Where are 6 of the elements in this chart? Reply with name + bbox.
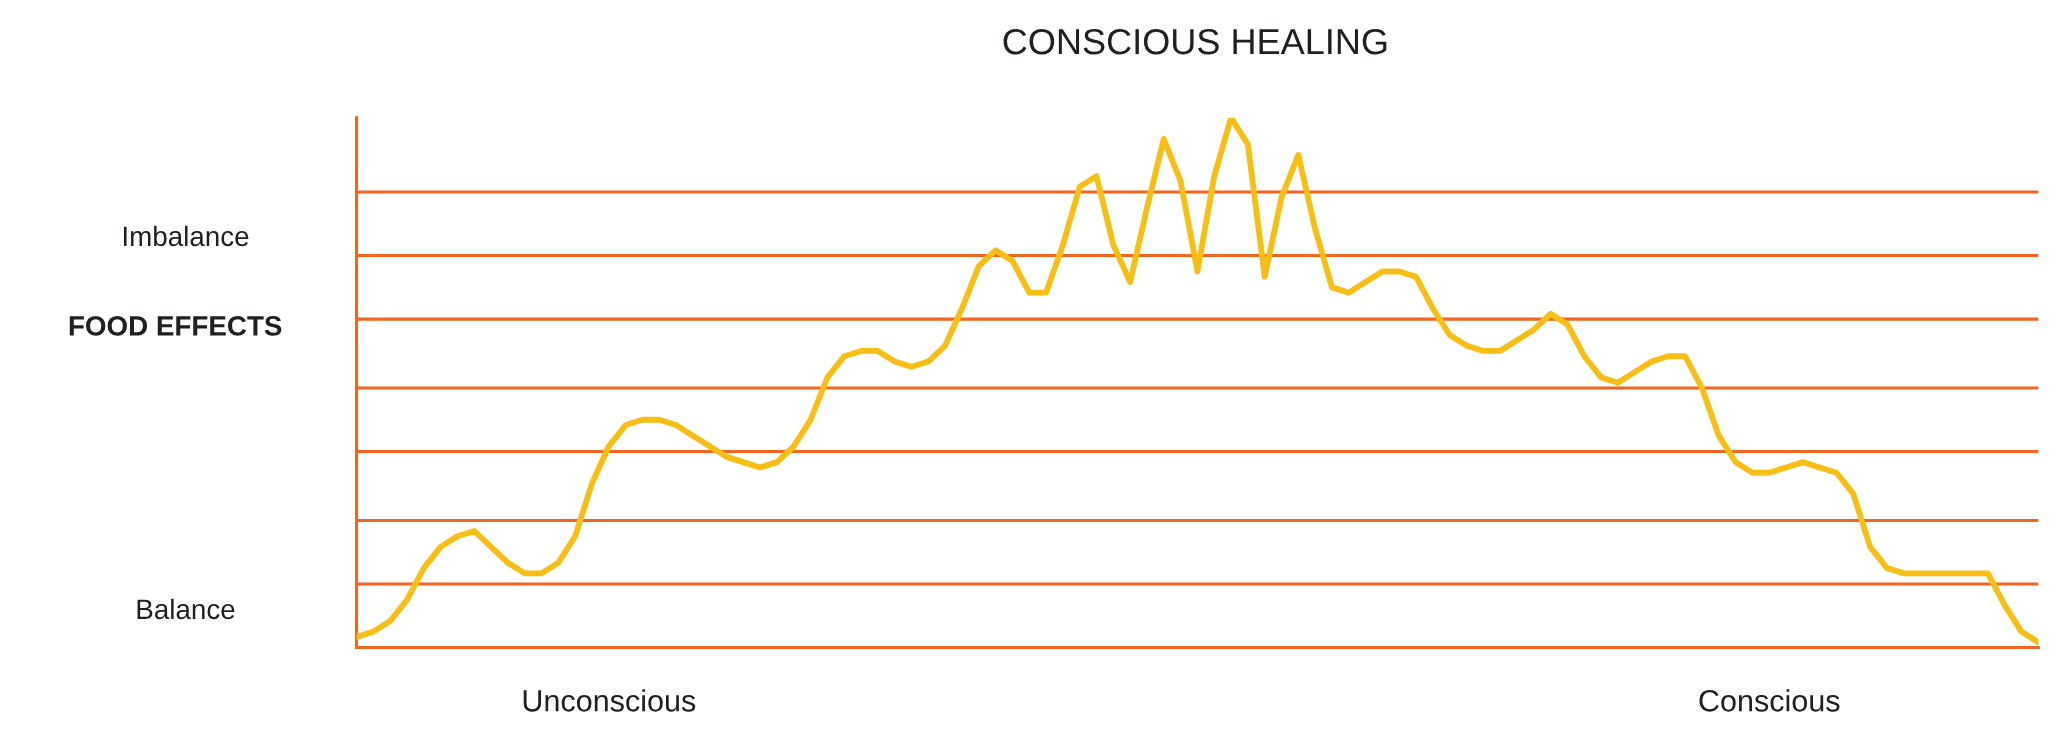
text: Imbalance: [123, 225, 249, 247]
text: Balance: [137, 598, 235, 620]
chart-title: CONSCIOUS HEALING: [1003, 28, 1387, 55]
x-tick-label: Conscious: [1699, 689, 1840, 712]
x-tick-label: Unconscious: [523, 689, 696, 712]
y-axis-title: FOOD EFFECTS: [69, 316, 282, 336]
